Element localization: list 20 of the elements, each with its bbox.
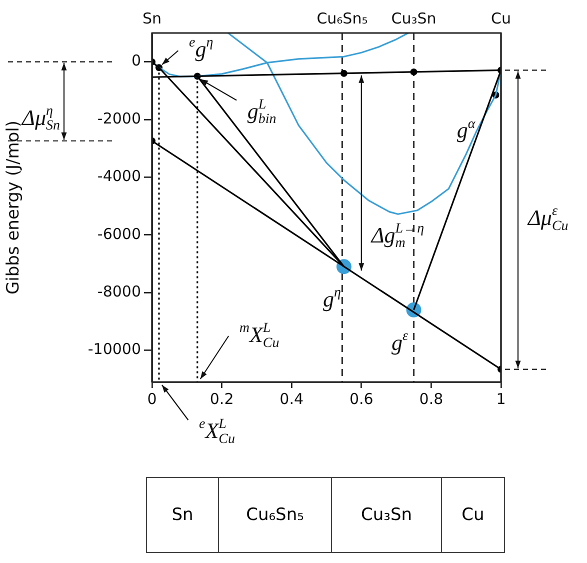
text: Cu xyxy=(442,478,504,552)
y-tick-label: 0 xyxy=(131,52,141,70)
ref-line-label: Cu xyxy=(491,9,511,28)
text: Cu₆Sn₅ xyxy=(218,478,332,552)
text: Sn xyxy=(146,478,218,552)
x-tick-label: 0.4 xyxy=(280,390,304,408)
x-tick-label: 0.2 xyxy=(210,390,234,408)
y-tick-label: -10000 xyxy=(88,340,141,358)
text: Cu₃Sn xyxy=(332,478,442,552)
y-tick-label: -6000 xyxy=(97,224,141,243)
x-tick-label: 0.8 xyxy=(419,390,444,408)
y-tick-label: -4000 xyxy=(97,167,141,186)
y-tick-label: -2000 xyxy=(97,109,141,128)
ref-line-label: Cu₃Sn xyxy=(391,9,436,28)
x-tick-label: 0 xyxy=(147,390,157,408)
ref-line-label: Cu₆Sn₅ xyxy=(316,9,368,28)
y-tick-label: -8000 xyxy=(97,282,141,300)
ref-line-label: Sn xyxy=(142,9,162,28)
x-tick-label: 0.6 xyxy=(349,390,374,408)
x-tick-label: 1 xyxy=(496,390,506,408)
